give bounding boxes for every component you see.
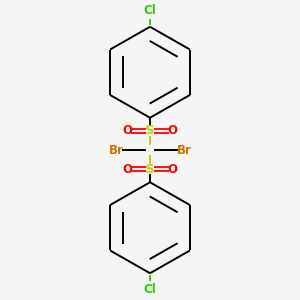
Text: O: O — [167, 124, 177, 137]
Text: Br: Br — [177, 143, 192, 157]
Text: Cl: Cl — [144, 283, 156, 296]
Text: Br: Br — [108, 143, 123, 157]
Text: O: O — [123, 163, 133, 176]
Text: O: O — [123, 124, 133, 137]
Text: S: S — [145, 163, 155, 176]
Text: S: S — [145, 124, 155, 137]
Text: O: O — [167, 163, 177, 176]
Text: Cl: Cl — [144, 4, 156, 17]
